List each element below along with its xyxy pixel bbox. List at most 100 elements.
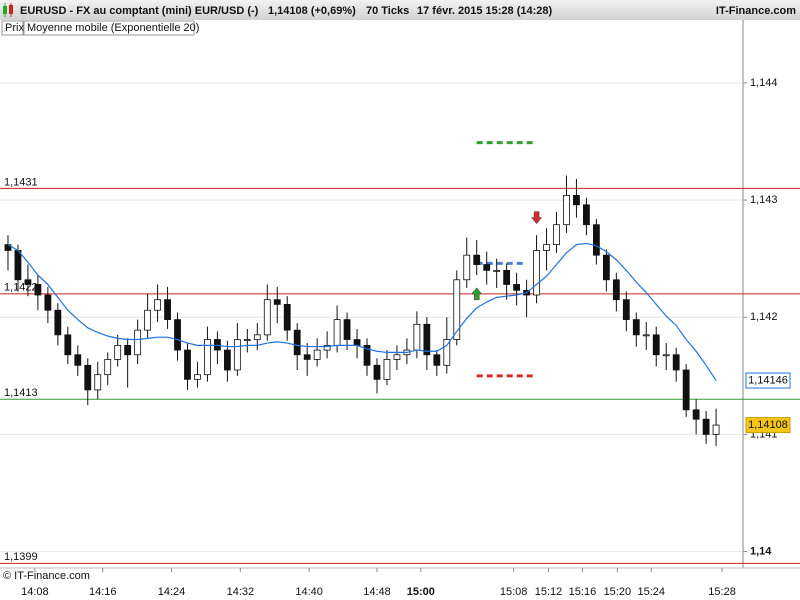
signal-arrow: [531, 211, 543, 225]
price-box-label: 1,14146: [748, 374, 788, 386]
candle-body: [253, 334, 261, 340]
header-icon: [3, 3, 13, 17]
price-box: [745, 417, 791, 434]
candle-body: [54, 309, 62, 336]
x-tick-label: 15:12: [535, 586, 563, 598]
candle-body: [503, 269, 511, 285]
candle-body: [592, 224, 600, 256]
candle-body: [473, 254, 481, 265]
header-brand: IT-Finance.com: [716, 5, 796, 17]
footer: © IT-Finance.com: [3, 570, 90, 582]
candle-body: [672, 354, 680, 371]
x-tick-label: 15:20: [604, 586, 632, 598]
candle-body: [303, 354, 311, 360]
candle-body: [323, 344, 331, 351]
candle-body: [24, 279, 32, 285]
candle-body: [612, 279, 620, 301]
candle-body: [642, 334, 650, 337]
reference-label: 1,1422: [4, 282, 38, 294]
candle-body: [453, 279, 461, 340]
candle-body: [184, 349, 191, 380]
legend-box: [1, 20, 24, 36]
candle-body: [373, 364, 381, 380]
candle-body: [682, 369, 690, 411]
candle-body: [712, 424, 720, 435]
candle-body: [632, 319, 640, 336]
candle-body: [293, 329, 301, 356]
candle-body: [4, 244, 12, 251]
header-symbol: EURUSD - FX au comptant (mini) EUR/USD (…: [20, 5, 259, 17]
candle-body: [94, 374, 102, 391]
candle-body: [662, 354, 670, 357]
header-bar: [0, 0, 800, 20]
candle-body: [84, 364, 92, 391]
x-tick-label: 14:24: [158, 586, 186, 598]
candle-body: [144, 309, 152, 331]
candle-body: [622, 299, 630, 321]
candle-body: [563, 195, 570, 226]
candle-body: [573, 195, 580, 206]
candle-body: [602, 254, 610, 281]
y-tick-label: 1,143: [750, 194, 778, 206]
x-tick-label: 15:08: [500, 586, 528, 598]
x-tick-label: 14:16: [89, 586, 117, 598]
y-tick-label: 1,14: [750, 546, 772, 558]
candle-body: [273, 299, 281, 305]
candle-body: [104, 359, 112, 376]
candle-body: [553, 224, 560, 246]
candle-body: [692, 409, 700, 420]
y-tick-label: 1,144: [750, 77, 778, 89]
candle-body: [493, 269, 501, 272]
candle-body: [174, 319, 181, 351]
x-tick-label: 15:00: [407, 586, 435, 598]
legend-label: Moyenne mobile (Exponentielle 20): [27, 22, 199, 34]
candle-body: [14, 250, 22, 281]
price-box-label: 1,14108: [748, 419, 788, 431]
reference-label: 1,1399: [4, 551, 38, 563]
candle-body: [533, 250, 540, 296]
candle-body: [233, 339, 241, 371]
candle-body: [34, 284, 42, 296]
x-tick-label: 14:40: [295, 586, 323, 598]
candle-body: [513, 284, 521, 291]
candle-body: [243, 339, 251, 341]
candle-body: [463, 254, 471, 281]
candle-body: [164, 299, 171, 321]
x-tick-label: 14:08: [21, 586, 49, 598]
candle-body: [353, 339, 361, 346]
candle-body: [433, 354, 441, 366]
candle-body: [114, 344, 122, 360]
reference-label: 1,1431: [4, 176, 38, 188]
legend-label: Prix: [5, 22, 24, 34]
signal-arrow: [471, 287, 483, 301]
candle-body: [283, 303, 291, 331]
candle-body: [263, 299, 271, 336]
header-ticks: 70 Ticks: [366, 5, 409, 17]
candle-body: [74, 354, 82, 366]
moving-average: [7, 242, 717, 381]
candle-body: [443, 339, 451, 366]
reference-label: 1,1413: [4, 387, 38, 399]
legend-box: [23, 20, 195, 36]
x-tick-label: 14:48: [363, 586, 391, 598]
candle-body: [154, 299, 161, 311]
header-date: 17 févr. 2015 15:28 (14:28): [417, 5, 552, 17]
candle-body: [333, 319, 341, 346]
candle-body: [134, 329, 142, 356]
candle-body: [583, 204, 590, 226]
x-tick-label: 14:32: [227, 586, 255, 598]
candle-body: [393, 354, 401, 360]
candle-body: [423, 323, 431, 356]
candle-body: [44, 294, 52, 311]
x-tick-label: 15:24: [637, 586, 665, 598]
candle-body: [363, 344, 371, 366]
candle-body: [223, 349, 231, 371]
candle-body: [413, 323, 421, 351]
candle-body: [543, 244, 550, 251]
candle-body: [194, 374, 201, 380]
candle-body: [652, 334, 660, 356]
candle-body: [483, 264, 491, 271]
x-tick-label: 15:28: [708, 586, 736, 598]
y-tick-label: 1,142: [750, 311, 778, 323]
